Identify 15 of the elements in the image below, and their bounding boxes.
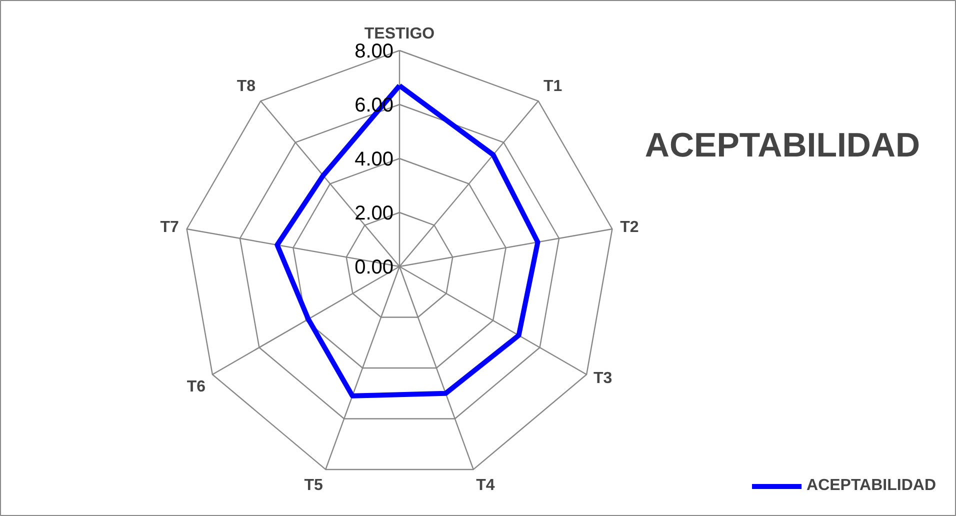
spoke-label: T3: [593, 370, 612, 387]
spoke-label: T7: [160, 219, 180, 236]
spoke-label: T5: [304, 476, 323, 494]
spoke-label: T6: [186, 378, 206, 396]
spoke-label: T2: [620, 219, 639, 236]
y-tick-label: 2.00: [354, 202, 394, 224]
y-tick-label: 0.00: [354, 256, 394, 278]
y-tick-label: 4.00: [354, 148, 394, 170]
spoke-label: TESTIGO: [364, 26, 435, 42]
text: ACEPTABILIDAD: [644, 126, 920, 164]
spoke-label: T1: [543, 78, 562, 95]
spoke-label: T8: [236, 78, 256, 95]
legend-label: ACEPTABILIDAD: [806, 477, 936, 495]
spoke-label: T4: [476, 476, 495, 494]
y-tick-label: 8.00: [354, 40, 394, 62]
